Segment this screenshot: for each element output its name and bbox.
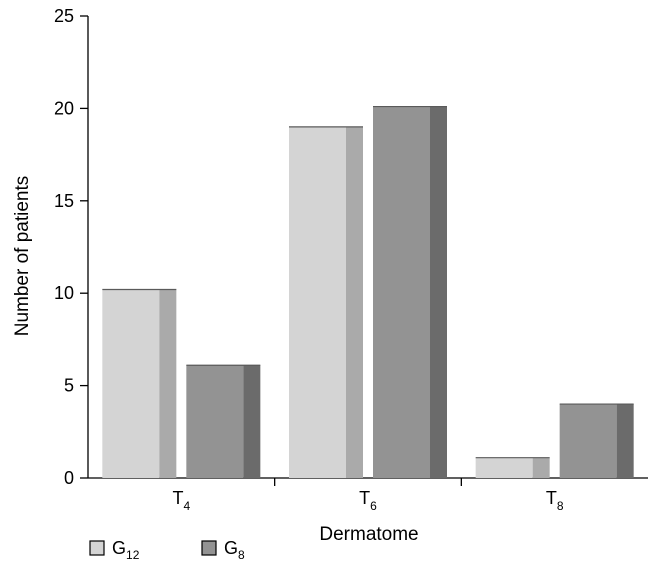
bar-side [532,457,550,478]
y-tick-label: 20 [54,98,74,118]
y-axis: 0 5 10 15 20 25 [54,6,89,488]
bar [186,364,261,478]
legend-item: G8 [201,538,245,562]
x-tick-label: T4 [172,488,190,513]
bar-side [616,404,634,478]
legend-swatch [89,540,105,556]
bar-side [243,365,261,478]
x-tick-label: T6 [359,488,377,513]
bar-side [159,289,177,478]
y-tick-label: 0 [64,468,74,488]
y-tick-label: 15 [54,191,74,211]
x-tick-label: T8 [546,488,564,513]
bar-front [102,289,160,478]
bar-side [430,106,447,478]
bars [102,105,634,478]
bar [475,457,550,478]
bar-front [559,404,617,478]
bar-front [373,106,430,478]
y-axis-title: Number of patients [12,176,33,337]
x-axis-title: Dermatome [319,524,418,545]
x-axis: T4 T6 T8 [88,477,648,513]
legend-label: G8 [224,538,245,562]
bar-front [475,457,533,478]
y-tick-label: 10 [54,283,74,303]
bar-front [186,365,244,478]
bar [373,105,447,478]
legend-swatch [201,540,217,556]
bar [289,126,363,478]
y-tick-label: 5 [64,376,74,396]
bar [559,403,634,478]
bar-front [289,126,346,478]
legend-item: G12 [89,538,140,562]
legend: G12 G8 [89,538,245,562]
y-tick-label: 25 [54,6,74,26]
bar-side [346,126,363,478]
legend-label: G12 [112,538,140,562]
bar [102,288,177,478]
